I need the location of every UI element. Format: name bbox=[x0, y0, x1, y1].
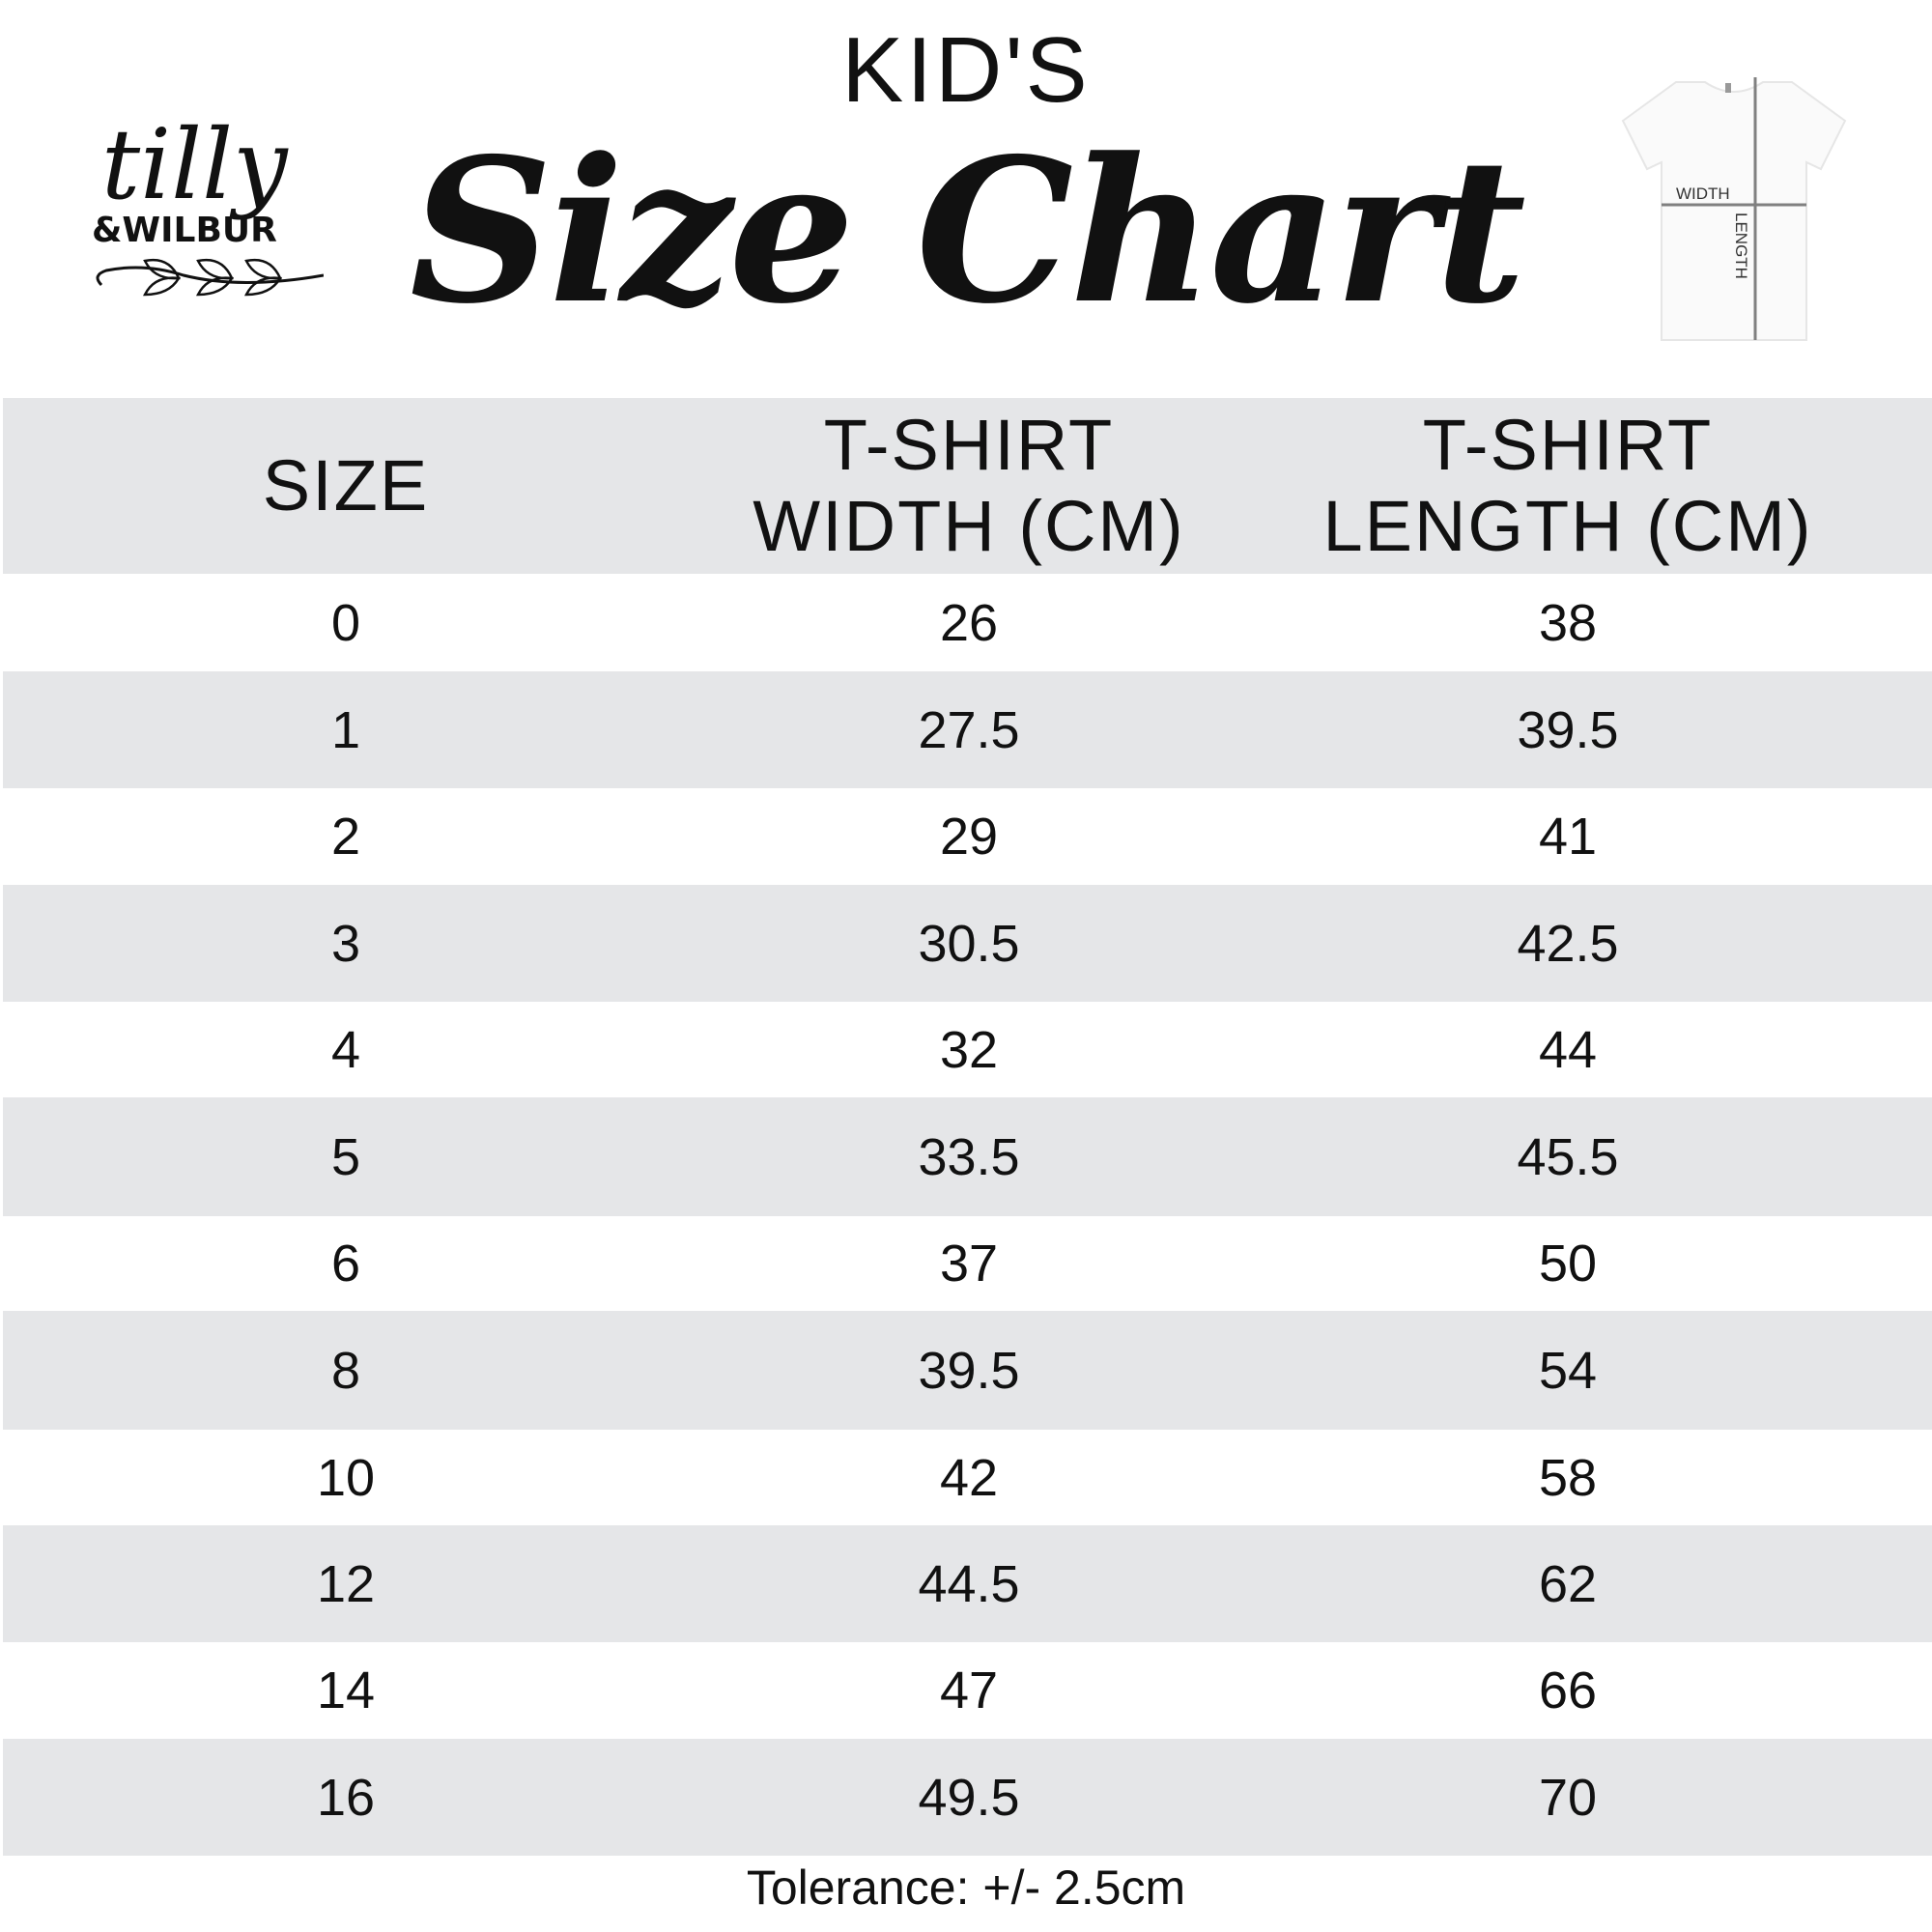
cell-size: 14 bbox=[316, 1662, 376, 1719]
table-row: 16 49.5 70 bbox=[3, 1739, 1932, 1856]
cell-size: 2 bbox=[330, 808, 361, 866]
cell-length: 66 bbox=[1538, 1662, 1598, 1719]
cell-width: 37 bbox=[939, 1235, 999, 1293]
table-row: 4 32 44 bbox=[3, 1002, 1932, 1097]
cell-length: 58 bbox=[1538, 1448, 1598, 1507]
cell-length: 50 bbox=[1538, 1235, 1598, 1293]
cell-width: 44.5 bbox=[918, 1554, 1020, 1613]
cell-size: 6 bbox=[330, 1235, 361, 1293]
cell-width: 49.5 bbox=[918, 1768, 1020, 1827]
cell-length: 39.5 bbox=[1517, 700, 1619, 759]
svg-text:tilly: tilly bbox=[101, 108, 289, 221]
cell-size: 0 bbox=[330, 593, 361, 652]
cell-length: 70 bbox=[1538, 1768, 1598, 1827]
cell-length: 54 bbox=[1538, 1341, 1598, 1400]
cell-size: 1 bbox=[330, 700, 361, 759]
header-size: SIZE bbox=[262, 445, 430, 526]
table-row: 1 27.5 39.5 bbox=[3, 671, 1932, 788]
cell-size: 3 bbox=[330, 914, 361, 973]
cell-size: 8 bbox=[330, 1341, 361, 1400]
cell-width: 42 bbox=[939, 1448, 999, 1507]
cell-size: 4 bbox=[330, 1020, 361, 1079]
cell-size: 12 bbox=[316, 1554, 376, 1613]
cell-width: 29 bbox=[939, 808, 999, 866]
cell-size: 16 bbox=[316, 1768, 376, 1827]
table-row: 14 47 66 bbox=[3, 1642, 1932, 1739]
cell-width: 47 bbox=[939, 1662, 999, 1719]
header-width: T-SHIRT WIDTH (CM) bbox=[753, 405, 1185, 566]
cell-width: 39.5 bbox=[918, 1341, 1020, 1400]
cell-width: 32 bbox=[939, 1020, 999, 1079]
width-label: WIDTH bbox=[1676, 185, 1730, 203]
table-row: 0 26 38 bbox=[3, 574, 1932, 671]
tolerance-note: Tolerance: +/- 2.5cm bbox=[746, 1861, 1186, 1915]
length-label: LENGTH bbox=[1732, 213, 1750, 279]
table-row: 10 42 58 bbox=[3, 1430, 1932, 1525]
cell-length: 42.5 bbox=[1517, 914, 1619, 973]
cell-length: 41 bbox=[1538, 808, 1598, 866]
cell-length: 38 bbox=[1538, 593, 1598, 652]
page-title: Size Chart bbox=[410, 116, 1526, 348]
cell-width: 27.5 bbox=[918, 700, 1020, 759]
table-header: SIZE T-SHIRT WIDTH (CM) T-SHIRT LENGTH (… bbox=[3, 398, 1932, 574]
title-kicker: KID'S bbox=[841, 18, 1091, 122]
cell-width: 33.5 bbox=[918, 1127, 1020, 1186]
table-row: 3 30.5 42.5 bbox=[3, 885, 1932, 1002]
cell-width: 26 bbox=[939, 593, 999, 652]
cell-length: 62 bbox=[1538, 1554, 1598, 1613]
tshirt-measurement-diagram: WIDTH LENGTH bbox=[1621, 77, 1847, 341]
size-table: SIZE T-SHIRT WIDTH (CM) T-SHIRT LENGTH (… bbox=[3, 398, 1932, 1856]
cell-length: 45.5 bbox=[1517, 1127, 1619, 1186]
table-row: 6 37 50 bbox=[3, 1216, 1932, 1311]
cell-length: 44 bbox=[1538, 1020, 1598, 1079]
cell-size: 10 bbox=[316, 1448, 376, 1507]
header-length: T-SHIRT LENGTH (CM) bbox=[1322, 405, 1813, 566]
cell-width: 30.5 bbox=[918, 914, 1020, 973]
table-row: 8 39.5 54 bbox=[3, 1311, 1932, 1430]
table-row: 12 44.5 62 bbox=[3, 1525, 1932, 1642]
tilly-and-wilbur-logo: tilly &WILBUR bbox=[92, 108, 324, 297]
cell-size: 5 bbox=[330, 1127, 361, 1186]
svg-text:&WILBUR: &WILBUR bbox=[92, 211, 277, 250]
table-row: 5 33.5 45.5 bbox=[3, 1097, 1932, 1216]
table-row: 2 29 41 bbox=[3, 788, 1932, 885]
